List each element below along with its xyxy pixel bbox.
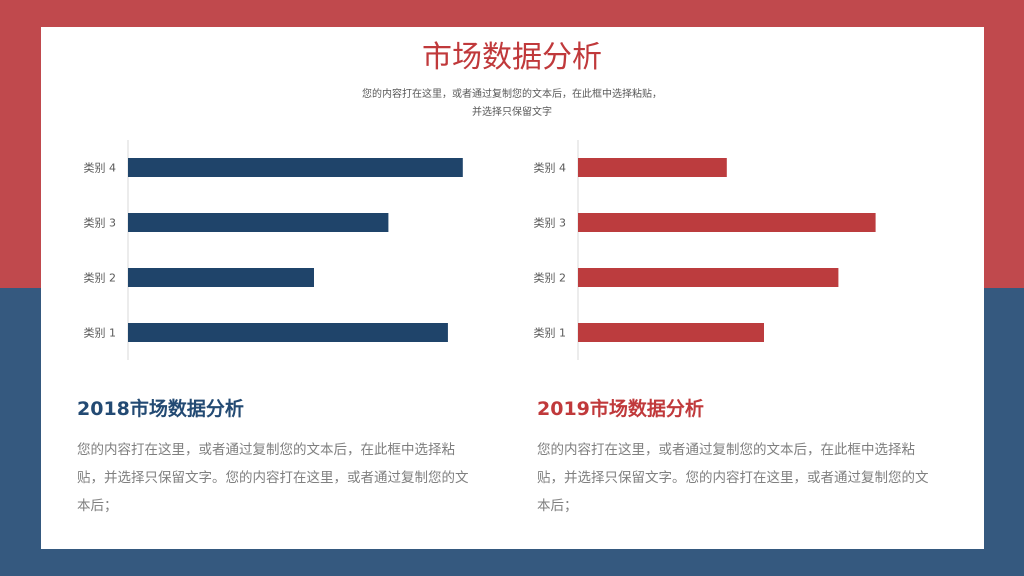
section-body-2019: 您的内容打在这里，或者通过复制您的文本后，在此框中选择粘贴，并选择只保留文字。您… — [537, 442, 929, 514]
chart-2019-category-label-4: 类别 4 — [534, 161, 567, 175]
chart-2019-bar-3 — [578, 213, 876, 232]
content-card — [41, 27, 984, 549]
section-body-2018: 您的内容打在这里，或者通过复制您的文本后，在此框中选择粘贴，并选择只保留文字。您… — [77, 442, 469, 514]
chart-2018-category-label-3: 类别 3 — [84, 216, 117, 230]
chart-2019-bar-4 — [578, 158, 727, 177]
chart-2018-bar-2 — [128, 268, 314, 287]
subtitle-line-2: 并选择只保留文字 — [472, 107, 552, 118]
bar-chart-2018: 类别 1 类别 2 类别 3 类别 4 — [84, 140, 463, 360]
subtitle-line-1: 您的内容打在这里，或者通过复制您的文本后，在此框中选择粘贴， — [362, 89, 662, 100]
chart-2018-category-label-4: 类别 4 — [84, 161, 117, 175]
chart-2018-category-label-2: 类别 2 — [84, 271, 117, 285]
chart-2019-category-label-1: 类别 1 — [534, 326, 567, 340]
page-subtitle: 您的内容打在这里，或者通过复制您的文本后，在此框中选择粘贴， 并选择只保留文字 — [0, 86, 1024, 122]
bar-chart-2019: 类别 1 类别 2 类别 3 类别 4 — [534, 140, 876, 360]
chart-2018-bar-1 — [128, 323, 448, 342]
chart-2018-bar-3 — [128, 213, 389, 232]
chart-2019-bar-1 — [578, 323, 764, 342]
section-title-2018: 2018市场数据分析 — [77, 398, 244, 420]
page-title: 市场数据分析 — [422, 40, 602, 75]
chart-2019-category-label-2: 类别 2 — [534, 271, 567, 285]
chart-2019-bar-2 — [578, 268, 839, 287]
chart-2019-category-label-3: 类别 3 — [534, 216, 567, 230]
chart-2018-category-label-1: 类别 1 — [84, 326, 117, 340]
chart-2018-bar-4 — [128, 158, 463, 177]
section-title-2019: 2019市场数据分析 — [537, 398, 704, 420]
